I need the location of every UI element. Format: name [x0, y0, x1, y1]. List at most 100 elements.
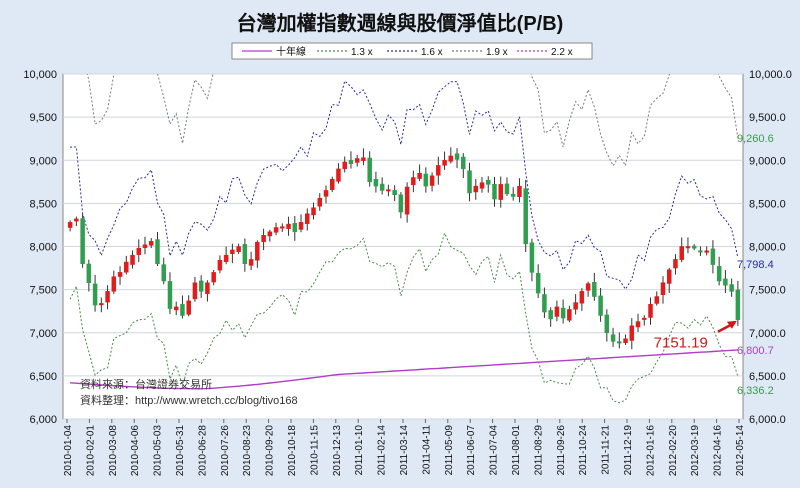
close-value-label: 7151.19 — [654, 335, 708, 352]
candle-body — [211, 272, 216, 283]
candle-body — [548, 310, 553, 320]
candle-body — [729, 284, 734, 292]
candle-body — [142, 244, 148, 248]
candle-body — [149, 241, 154, 246]
x-tick-label: 2011-08-29 — [533, 425, 544, 476]
x-tick-label: 2010-01-04 — [63, 425, 74, 477]
x-tick-label: 2010-02-01 — [85, 425, 96, 477]
close-arrow-head — [726, 320, 737, 329]
pb-band-line — [69, 231, 739, 404]
candle-body — [255, 241, 260, 261]
y-tick-label-right: 7,500.0 — [749, 285, 786, 297]
x-tick-label: 2010-06-28 — [197, 425, 208, 477]
candle-body — [373, 179, 379, 187]
y-tick-label-right: 8,500.0 — [749, 198, 786, 210]
candle-body — [479, 182, 485, 189]
x-tick-label: 2011-04-11 — [421, 425, 432, 475]
candle-body — [523, 188, 528, 245]
candle-body — [342, 161, 347, 170]
candle-body — [398, 194, 404, 213]
candle-body — [535, 272, 541, 294]
x-tick-label: 2010-05-31 — [175, 425, 186, 477]
candle-body — [716, 265, 722, 282]
candle-body — [223, 254, 229, 262]
y-tick-label-left: 9,000 — [29, 155, 57, 167]
candle-body — [610, 334, 616, 342]
candle-body — [230, 249, 235, 254]
candle-body — [417, 172, 422, 179]
x-tick-label: 2010-10-18 — [287, 425, 298, 477]
y-tick-label-left: 8,500 — [29, 198, 57, 210]
candle-body — [623, 338, 628, 343]
x-tick-label: 2012-05-14 — [735, 425, 746, 477]
band-end-label: 9,260.6 — [737, 133, 774, 145]
candle-body — [242, 244, 248, 265]
y-tick-label-right: 10,000.0 — [749, 69, 792, 81]
candle-body — [317, 197, 322, 207]
candle-body — [642, 317, 647, 320]
candle-body — [74, 218, 79, 222]
candle-body — [673, 259, 678, 269]
candle-body — [161, 264, 166, 282]
annotations: 7151.19 9,260.6 7,798.4 6,800.7 6,336.2 — [654, 133, 774, 397]
legend-label: 1.9 x — [486, 47, 508, 58]
candle-body — [504, 183, 510, 195]
legend-label: 1.3 x — [351, 47, 373, 58]
candle-body — [186, 300, 191, 315]
source-notes: 資料來源：台灣證券交易所 資料整理：http://www.wretch.cc/b… — [80, 377, 298, 407]
candle-body — [585, 283, 591, 291]
candle-body — [111, 276, 117, 292]
pb-bands — [69, 74, 739, 404]
candle-body — [411, 177, 416, 186]
candle-body — [392, 190, 397, 195]
candle-body — [130, 254, 135, 265]
candle-body — [554, 306, 560, 317]
y-tick-label-left: 6,000 — [29, 414, 57, 426]
candle-body — [486, 179, 491, 185]
source-line-2: 資料整理：http://www.wretch.cc/blog/tivo168 — [80, 393, 298, 407]
candle-body — [292, 223, 298, 233]
legend-label: 1.6 x — [421, 47, 443, 58]
candle-body — [698, 250, 703, 253]
x-tick-label: 2011-10-24 — [578, 425, 589, 476]
candle-body — [67, 222, 73, 228]
pb-band-line — [86, 74, 739, 167]
candle-body — [629, 325, 635, 341]
candle-body — [280, 226, 285, 229]
candle-body — [329, 178, 335, 190]
y-axis-right: 6,000.0 6,500.0 7,000.0 7,500.0 8,000.0 8,500… — [749, 69, 792, 426]
candle-body — [542, 294, 547, 313]
candle-body — [273, 227, 279, 233]
candle-body — [305, 213, 310, 224]
candle-body — [124, 261, 129, 273]
pb-band-line — [70, 80, 739, 291]
candle-body — [461, 156, 466, 170]
x-tick-label: 2012-01-16 — [645, 425, 656, 477]
y-tick-label-right: 9,000.0 — [749, 155, 786, 167]
candle-body — [442, 160, 447, 166]
candle-body — [679, 246, 684, 260]
x-tick-label: 2011-03-14 — [399, 425, 410, 476]
candle-body — [710, 248, 716, 265]
band-end-label: 6,800.7 — [737, 345, 774, 357]
x-tick-label: 2012-02-20 — [668, 425, 679, 477]
x-tick-label: 2011-06-07 — [466, 425, 477, 476]
candle-body — [454, 153, 460, 160]
candle-body — [735, 289, 741, 320]
candle-body — [666, 269, 672, 284]
candle-body — [311, 207, 316, 216]
candle-body — [473, 185, 479, 193]
candle-body — [492, 183, 497, 200]
x-tick-label: 2010-03-08 — [108, 425, 119, 477]
candle-body — [567, 309, 572, 321]
candle-body — [723, 278, 728, 286]
candle-body — [448, 155, 454, 162]
band-end-label: 6,336.2 — [737, 385, 774, 397]
candle-body — [361, 157, 366, 161]
x-tick-label: 2010-08-23 — [242, 425, 253, 477]
candle-body — [648, 304, 653, 318]
candle-body — [167, 281, 173, 309]
candle-body — [348, 160, 354, 164]
candle-body — [573, 302, 578, 310]
